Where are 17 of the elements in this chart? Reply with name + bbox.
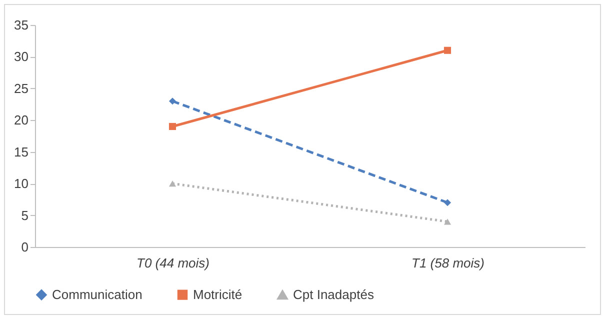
point (168, 122, 176, 130)
y-tick-label: 35 (14, 18, 28, 32)
point (444, 46, 452, 54)
y-tick-label: 25 (14, 80, 28, 96)
y-tick-label: 10 (14, 176, 28, 192)
y-tick-label: 30 (14, 49, 28, 64)
point (444, 199, 452, 206)
x-tick-label: T0 (44 mois) (136, 256, 210, 270)
y-tick-label: 0 (21, 240, 28, 254)
y-tick-label: 5 (21, 208, 28, 223)
x-tick-label: T1 (58 mois) (412, 256, 484, 270)
legend-label: Communication (52, 286, 142, 302)
legend-label: Motricité (193, 286, 242, 302)
legend-label: Cpt Inadaptés (293, 287, 374, 302)
y-tick-label: 20 (14, 112, 28, 128)
point (168, 98, 176, 105)
y-tick-label: 15 (14, 144, 28, 160)
